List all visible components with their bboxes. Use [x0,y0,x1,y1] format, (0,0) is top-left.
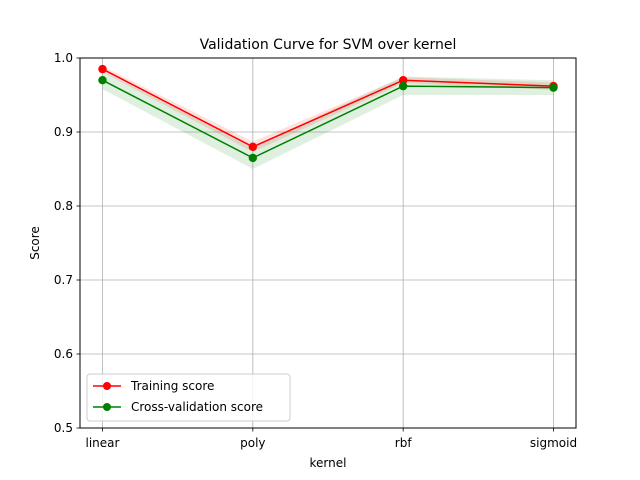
y-tick-label: 0.7 [54,273,73,287]
series-line-0 [102,68,554,148]
x-tick-label: linear [86,436,120,450]
confidence-band-0 [102,66,554,152]
legend-marker-cv [103,403,111,411]
data-point-1 [98,76,107,85]
confidence-bands [102,66,554,169]
legend: Training score Cross-validation score [86,373,291,422]
legend-label-cv: Cross-validation score [131,400,263,414]
data-point-1 [398,81,408,91]
x-tick-label: rbf [395,436,413,450]
confidence-band-1 [102,71,554,169]
data-point-0 [248,142,258,151]
axis-ticks: linear poly rbf sigmoid 0.5 0.6 0.7 0.8 0.9 1.0 [54,51,577,450]
x-tick-label: poly [240,436,265,450]
plot-frame [79,57,577,429]
data-point-1 [248,153,258,163]
data-point-1 [549,83,558,92]
data-point-0 [398,76,408,85]
y-axis-label: Score [28,226,42,260]
y-tick-label: 1.0 [54,51,73,65]
y-tick-label: 0.8 [54,199,73,213]
y-tick-label: 0.5 [54,421,73,435]
series-markers [98,64,558,163]
series-line-1 [102,79,554,159]
y-tick-label: 0.6 [54,347,73,361]
legend-marker-training [103,382,111,390]
x-axis-label: kernel [310,456,347,470]
legend-box [86,373,291,422]
data-point-0 [98,64,107,74]
y-tick-label: 0.9 [54,125,73,139]
series-lines [102,68,554,159]
legend-label-training: Training score [130,379,214,393]
x-tick-label: sigmoid [530,436,577,450]
chart-title: Validation Curve for SVM over kernel [200,37,457,53]
